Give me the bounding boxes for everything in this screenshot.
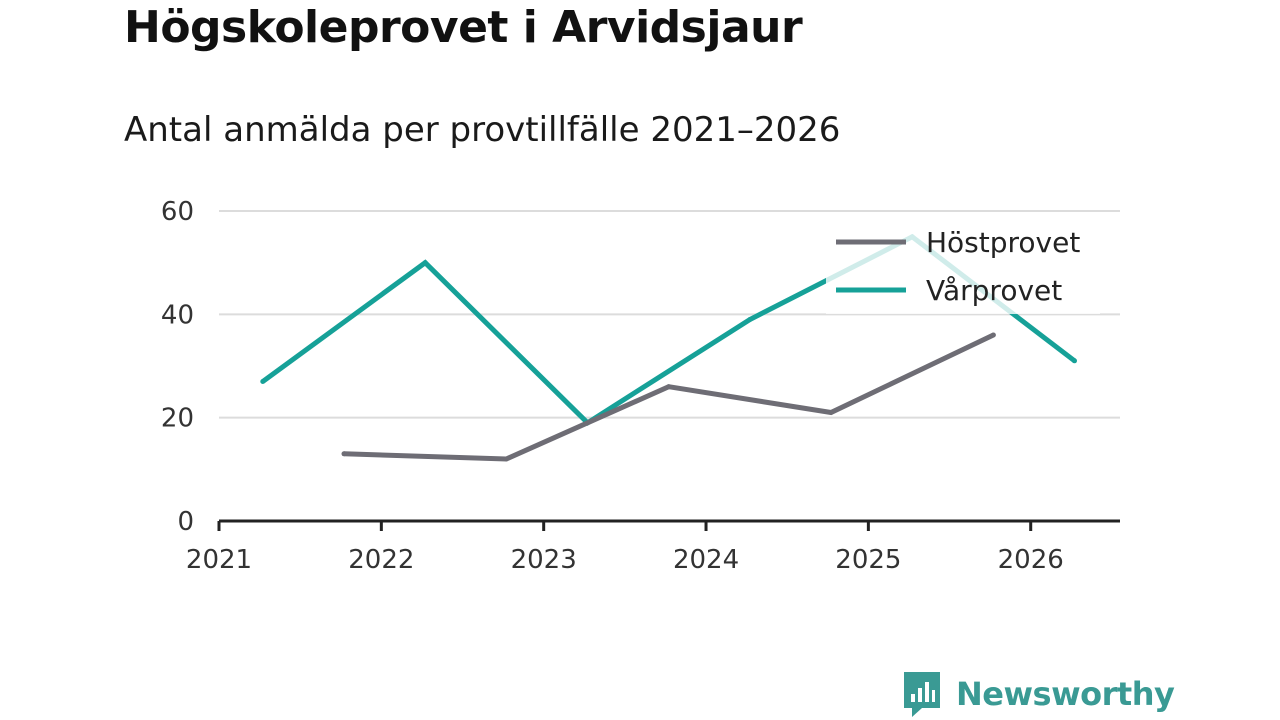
- x-tick-label-2026: 2026: [998, 545, 1064, 575]
- data-point-varprovet-0: [260, 379, 266, 384]
- x-tick-label-2024: 2024: [673, 545, 739, 575]
- x-tick-label-2022: 2022: [348, 545, 414, 575]
- data-point-hostprovet-3: [828, 410, 834, 415]
- data-point-varprovet-5: [1072, 358, 1077, 364]
- y-tick-label-0: 0: [177, 507, 194, 537]
- grid-layer: [219, 210, 1120, 419]
- axis-layer: 0 20 40 60 2021 2022 2023 2024 2025 2026: [161, 197, 1120, 575]
- x-tick-label-2021: 2021: [186, 545, 252, 575]
- data-point-varprovet-1: [422, 260, 428, 266]
- series-line-hostprovet: [343, 332, 995, 462]
- legend-label-varprovet: Vårprovet: [926, 274, 1062, 307]
- legend: Höstprovet Vårprovet: [826, 222, 1100, 314]
- chart-title: Högskoleprovet i Arvidsjaur: [124, 2, 803, 53]
- x-tick-label-2025: 2025: [835, 545, 901, 575]
- data-point-hostprovet-1: [503, 456, 509, 462]
- legend-label-hostprovet: Höstprovet: [926, 226, 1080, 259]
- legend-background: [826, 222, 1100, 314]
- newsworthy-logo-icon: [904, 672, 940, 717]
- data-point-hostprovet-4: [990, 332, 996, 338]
- brand-name: Newsworthy: [956, 675, 1175, 713]
- data-point-hostprovet-2: [666, 384, 672, 390]
- data-point-varprovet-3: [747, 317, 753, 322]
- y-tick-label-40: 40: [161, 300, 194, 330]
- y-tick-label-20: 20: [161, 404, 194, 434]
- chart-subtitle: Antal anmälda per provtillfälle 2021–202…: [124, 110, 841, 150]
- x-tick-label-2023: 2023: [511, 545, 577, 575]
- y-tick-label-60: 60: [161, 197, 194, 227]
- data-point-hostprovet-0: [341, 451, 347, 457]
- brand-logo: Newsworthy: [902, 670, 1175, 718]
